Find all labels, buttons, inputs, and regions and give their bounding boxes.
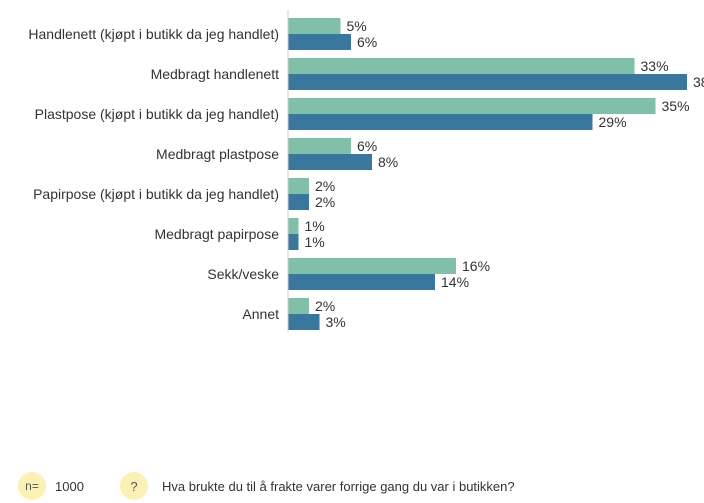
data-label: 2% xyxy=(315,178,335,194)
category-label: Medbragt plastpose xyxy=(156,146,279,162)
data-label: 14% xyxy=(441,274,469,290)
sample-size-badge: n= xyxy=(18,472,46,500)
bar xyxy=(288,154,372,170)
data-label: 2% xyxy=(315,194,335,210)
category-label: Handlenett (kjøpt i butikk da jeg handle… xyxy=(28,26,279,42)
category-label: Plastpose (kjøpt i butikk da jeg handlet… xyxy=(35,106,279,122)
bar xyxy=(288,298,309,314)
data-label: 38% xyxy=(693,74,704,90)
category-label: Sekk/veske xyxy=(207,266,279,282)
data-label: 6% xyxy=(357,138,377,154)
data-label: 3% xyxy=(326,314,346,330)
bar xyxy=(288,218,299,234)
bar xyxy=(288,234,299,250)
data-label: 5% xyxy=(347,18,367,34)
bar xyxy=(288,74,687,90)
data-label: 8% xyxy=(378,154,398,170)
bar xyxy=(288,98,656,114)
category-label: Medbragt papirpose xyxy=(154,226,279,242)
data-label: 1% xyxy=(305,218,325,234)
bar xyxy=(288,258,456,274)
category-label: Papirpose (kjøpt i butikk da jeg handlet… xyxy=(33,186,279,202)
question-icon: ? xyxy=(120,472,148,500)
data-label: 33% xyxy=(641,58,669,74)
category-label: Medbragt handlenett xyxy=(151,66,280,82)
sample-size-value: 1000 xyxy=(55,479,84,494)
bar xyxy=(288,114,593,130)
bar xyxy=(288,34,351,50)
bar xyxy=(288,58,635,74)
data-label: 16% xyxy=(462,258,490,274)
bar-chart: Handlenett (kjøpt i butikk da jeg handle… xyxy=(28,10,704,332)
bar xyxy=(288,194,309,210)
data-label: 29% xyxy=(599,114,627,130)
data-label: 2% xyxy=(315,298,335,314)
bar xyxy=(288,274,435,290)
bar xyxy=(288,18,341,34)
bar xyxy=(288,138,351,154)
survey-question: Hva brukte du til å frakte varer forrige… xyxy=(162,479,515,494)
data-label: 35% xyxy=(662,98,690,114)
bar xyxy=(288,314,320,330)
data-label: 1% xyxy=(305,234,325,250)
bar xyxy=(288,178,309,194)
footer: n= 1000 ? Hva brukte du til å frakte var… xyxy=(18,470,698,502)
category-label: Annet xyxy=(242,306,279,322)
data-label: 6% xyxy=(357,34,377,50)
